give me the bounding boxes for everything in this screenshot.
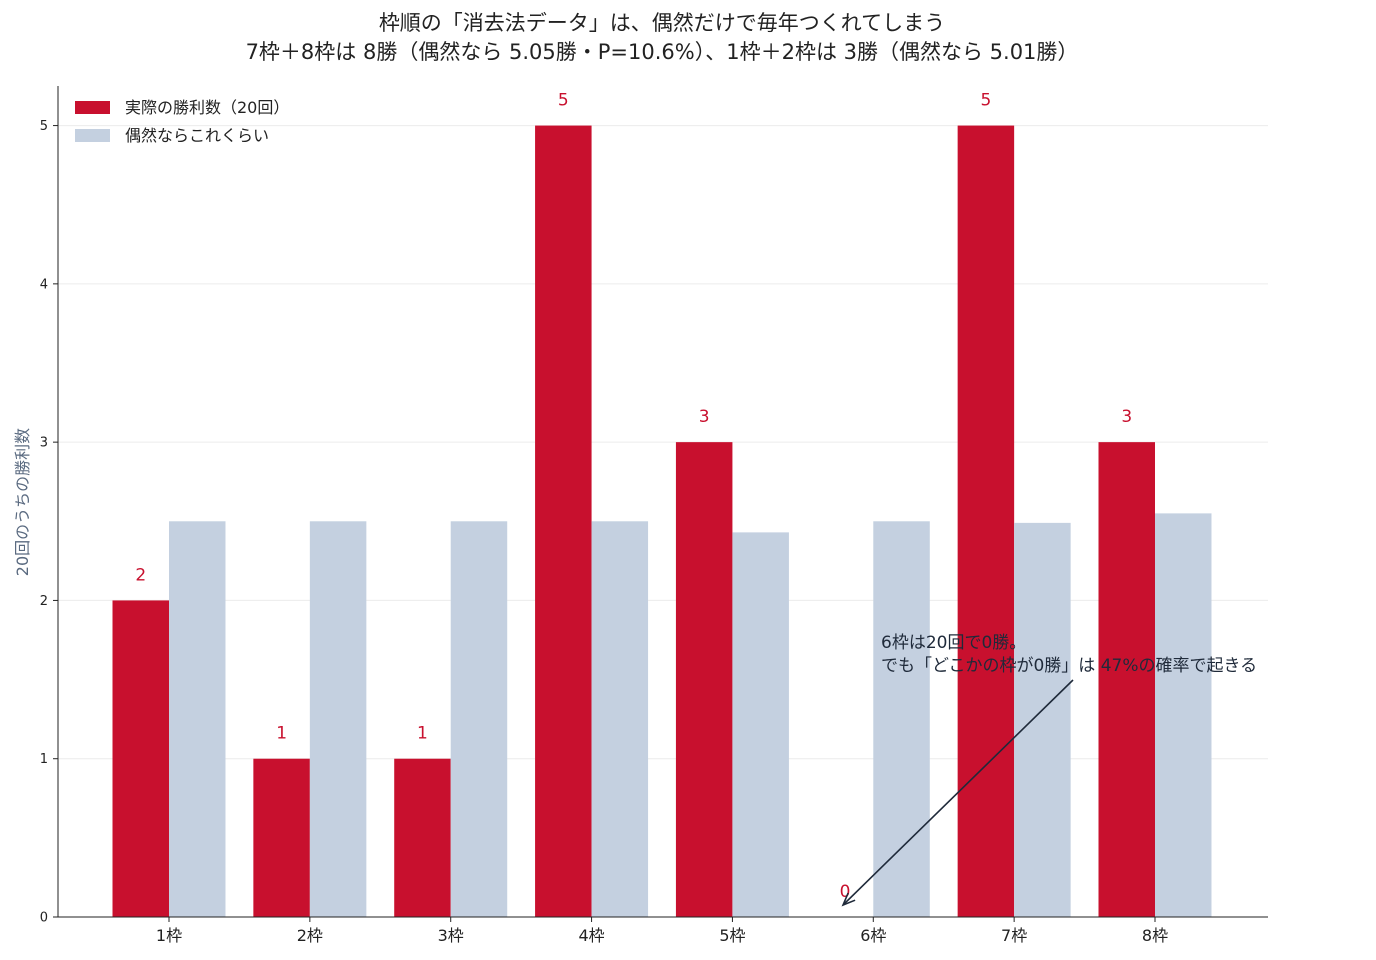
y-tick-label: 3 xyxy=(40,436,48,451)
x-tick-label-2: 2枠 xyxy=(297,926,323,945)
annotation: 6枠は20回で0勝。 でも「どこかの枠が0勝」は 47%の確率で起きる xyxy=(841,633,1257,907)
legend-swatch-actual xyxy=(75,101,110,114)
annotation-arrow-head xyxy=(841,892,856,907)
actual-bar-7 xyxy=(957,125,1015,918)
actual-bar-3 xyxy=(394,758,451,917)
y-axis-label: 20回のうちの勝利数 xyxy=(13,428,32,576)
actual-bar-1 xyxy=(112,600,169,917)
expected-bar-5 xyxy=(732,532,789,917)
y-tick-label: 1 xyxy=(40,752,48,767)
data-label-5: 3 xyxy=(699,407,710,427)
expected-bar-8 xyxy=(1155,513,1212,917)
actual-bar-8 xyxy=(1098,442,1155,917)
data-label-2: 1 xyxy=(276,724,287,744)
x-tick-label-7: 7枠 xyxy=(1001,926,1027,945)
data-label-6: 0 xyxy=(840,882,851,902)
data-label-1: 2 xyxy=(135,565,146,585)
x-tick-label-3: 3枠 xyxy=(438,926,464,945)
annotation-line-1: 6枠は20回で0勝。 xyxy=(881,633,1026,653)
expected-bar-6 xyxy=(873,521,930,917)
annotation-line-2: でも「どこかの枠が0勝」は 47%の確率で起きる xyxy=(881,656,1257,676)
x-tick-label-5: 5枠 xyxy=(719,926,745,945)
legend-swatch-expected xyxy=(75,129,110,142)
axes xyxy=(57,86,1268,918)
legend: 実際の勝利数（20回） 偶然ならこれくらい xyxy=(75,98,289,145)
legend-label-actual: 実際の勝利数（20回） xyxy=(125,98,289,117)
data-labels: 2 1 1 5 3 0 5 3 xyxy=(135,91,1132,902)
x-tick-label-1: 1枠 xyxy=(156,926,182,945)
expected-bar-7 xyxy=(1014,522,1071,917)
annotation-arrow-line xyxy=(842,679,1074,906)
y-tick-label: 5 xyxy=(40,119,48,134)
expected-bar-3 xyxy=(450,521,508,917)
x-tick-label-6: 6枠 xyxy=(860,926,886,945)
x-tick-label-8: 8枠 xyxy=(1142,926,1168,945)
y-tick-label: 2 xyxy=(40,594,48,609)
bars xyxy=(112,125,1212,918)
chart-subtitle: 7枠＋8枠は 8勝（偶然なら 5.05勝・P=10.6%）、1枠＋2枠は 3勝（… xyxy=(246,40,1079,64)
actual-bar-5 xyxy=(675,442,733,917)
legend-label-expected: 偶然ならこれくらい xyxy=(125,126,269,145)
y-tick-label: 0 xyxy=(40,911,48,926)
expected-bar-1 xyxy=(169,521,226,917)
actual-bar-2 xyxy=(253,758,310,917)
x-tick-label-4: 4枠 xyxy=(578,926,604,945)
expected-bar-2 xyxy=(309,521,367,917)
expected-bar-4 xyxy=(591,521,649,917)
y-tick-label: 4 xyxy=(40,277,48,292)
chart-title: 枠順の「消去法データ」は、偶然だけで毎年つくれてしまう xyxy=(379,11,945,35)
data-label-7: 5 xyxy=(980,91,991,111)
data-label-4: 5 xyxy=(558,91,569,111)
data-label-3: 1 xyxy=(417,724,428,744)
ticks: 0 1 2 3 4 5 1枠 2枠 3枠 4枠 5枠 6枠 7枠 8枠 xyxy=(40,119,1168,945)
actual-bar-4 xyxy=(535,125,592,918)
data-label-8: 3 xyxy=(1121,407,1132,427)
